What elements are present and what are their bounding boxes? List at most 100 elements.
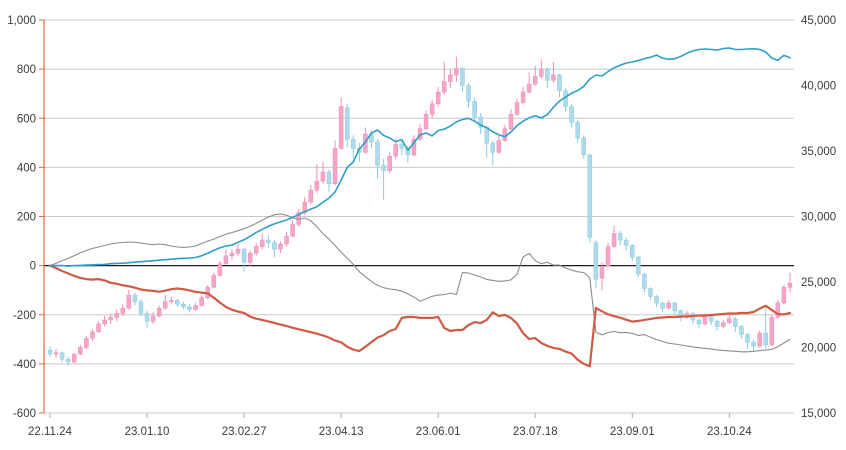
candle-up [193, 302, 198, 311]
right-axis-label: 40,000 [801, 81, 836, 93]
candle-up [496, 135, 502, 154]
candle-up [666, 300, 671, 310]
right-axis-label: 45,000 [801, 15, 836, 27]
candle-body [108, 317, 113, 321]
candle-body [120, 307, 126, 314]
x-axis-label: 23.07.18 [513, 426, 558, 438]
candle-down [484, 126, 489, 158]
candle-body [545, 69, 550, 81]
candle-body [405, 148, 411, 156]
candle-body [72, 353, 77, 363]
candle-up [229, 249, 235, 260]
candle-body [217, 263, 223, 276]
candle-body [532, 76, 538, 85]
right-axis: 45,000 40,000 35,000 30,000 25,000 20,000 15,0… [801, 15, 836, 420]
candle-down [266, 234, 271, 248]
candle-up [120, 304, 126, 317]
candle-body [581, 137, 587, 156]
right-axis-label: 30,000 [801, 212, 836, 224]
candle-body [721, 322, 726, 327]
x-axis-label: 22.11.24 [28, 426, 73, 438]
candle-body [587, 154, 593, 238]
right-axis-label: 20,000 [801, 343, 836, 355]
candle-down [375, 139, 380, 179]
candle-body [266, 239, 271, 243]
candle-down [575, 119, 580, 144]
candle-body [472, 100, 477, 118]
candle-down [563, 88, 568, 112]
candle-body [102, 319, 107, 325]
candle-up [205, 284, 210, 300]
candle-up [290, 220, 295, 238]
candle-up [605, 242, 611, 268]
candle-up [599, 262, 605, 290]
candle-down [569, 103, 574, 128]
candle-body [59, 352, 65, 360]
candle-down [175, 299, 180, 307]
candle-body [611, 233, 617, 247]
candle-body [423, 114, 429, 129]
candle-body [702, 315, 708, 325]
candle-body [454, 68, 459, 76]
candle-up [520, 86, 526, 104]
candle-body [781, 286, 787, 304]
candle-up [423, 110, 429, 131]
candle-body [714, 321, 720, 327]
candle-body [150, 315, 156, 322]
candle-body [156, 307, 162, 317]
candle-up [253, 242, 259, 256]
candle-body [599, 266, 605, 279]
candle-body [399, 144, 405, 149]
candle-up [72, 352, 77, 364]
candle-up [169, 296, 174, 305]
candle-body [132, 294, 138, 302]
candle-up [53, 348, 59, 358]
candle-down [672, 301, 677, 315]
candle-body [229, 252, 235, 257]
candle-up [435, 86, 441, 107]
candle-up [429, 99, 435, 119]
candle-down [714, 319, 720, 331]
candle-body [223, 255, 229, 264]
right-axis-label: 15,000 [801, 408, 836, 420]
candle-down [648, 287, 653, 301]
left-axis: 1,000 800 600 400 200 0 -200 -400 -600 [7, 15, 45, 420]
candle-body [278, 243, 283, 250]
candle-up [114, 309, 119, 322]
candle-up [757, 330, 762, 348]
candle-body [90, 331, 95, 339]
candle-down [138, 299, 144, 317]
candle-body [284, 235, 289, 245]
candle-up [278, 241, 283, 254]
candle-body [235, 249, 241, 254]
candle-down [581, 135, 587, 159]
candle-up [514, 98, 520, 116]
candle-body [490, 142, 496, 153]
candle-body [575, 121, 580, 139]
candle-up [526, 72, 532, 94]
candle-body [126, 294, 132, 309]
candle-up [781, 284, 787, 305]
candle-body [648, 288, 653, 297]
candle-body [169, 300, 174, 302]
candle-body [569, 106, 574, 123]
candle-down [660, 301, 665, 313]
candle-down [545, 67, 550, 89]
left-axis-label: 600 [17, 113, 36, 125]
candle-body [393, 144, 398, 157]
candle-body [193, 305, 198, 310]
candle-body [375, 141, 380, 166]
candle-up [508, 109, 514, 131]
candle-up [199, 295, 204, 307]
candle-body [623, 239, 629, 246]
candle-down [587, 153, 593, 243]
candle-down [59, 351, 65, 362]
candle-body [332, 148, 338, 185]
candle-down [187, 304, 192, 313]
candle-body [672, 302, 677, 312]
left-axis-label: 1,000 [7, 15, 36, 27]
x-axis-label: 23.09.01 [610, 426, 655, 438]
candle-body [630, 245, 635, 258]
left-axis-label: -600 [13, 408, 36, 420]
